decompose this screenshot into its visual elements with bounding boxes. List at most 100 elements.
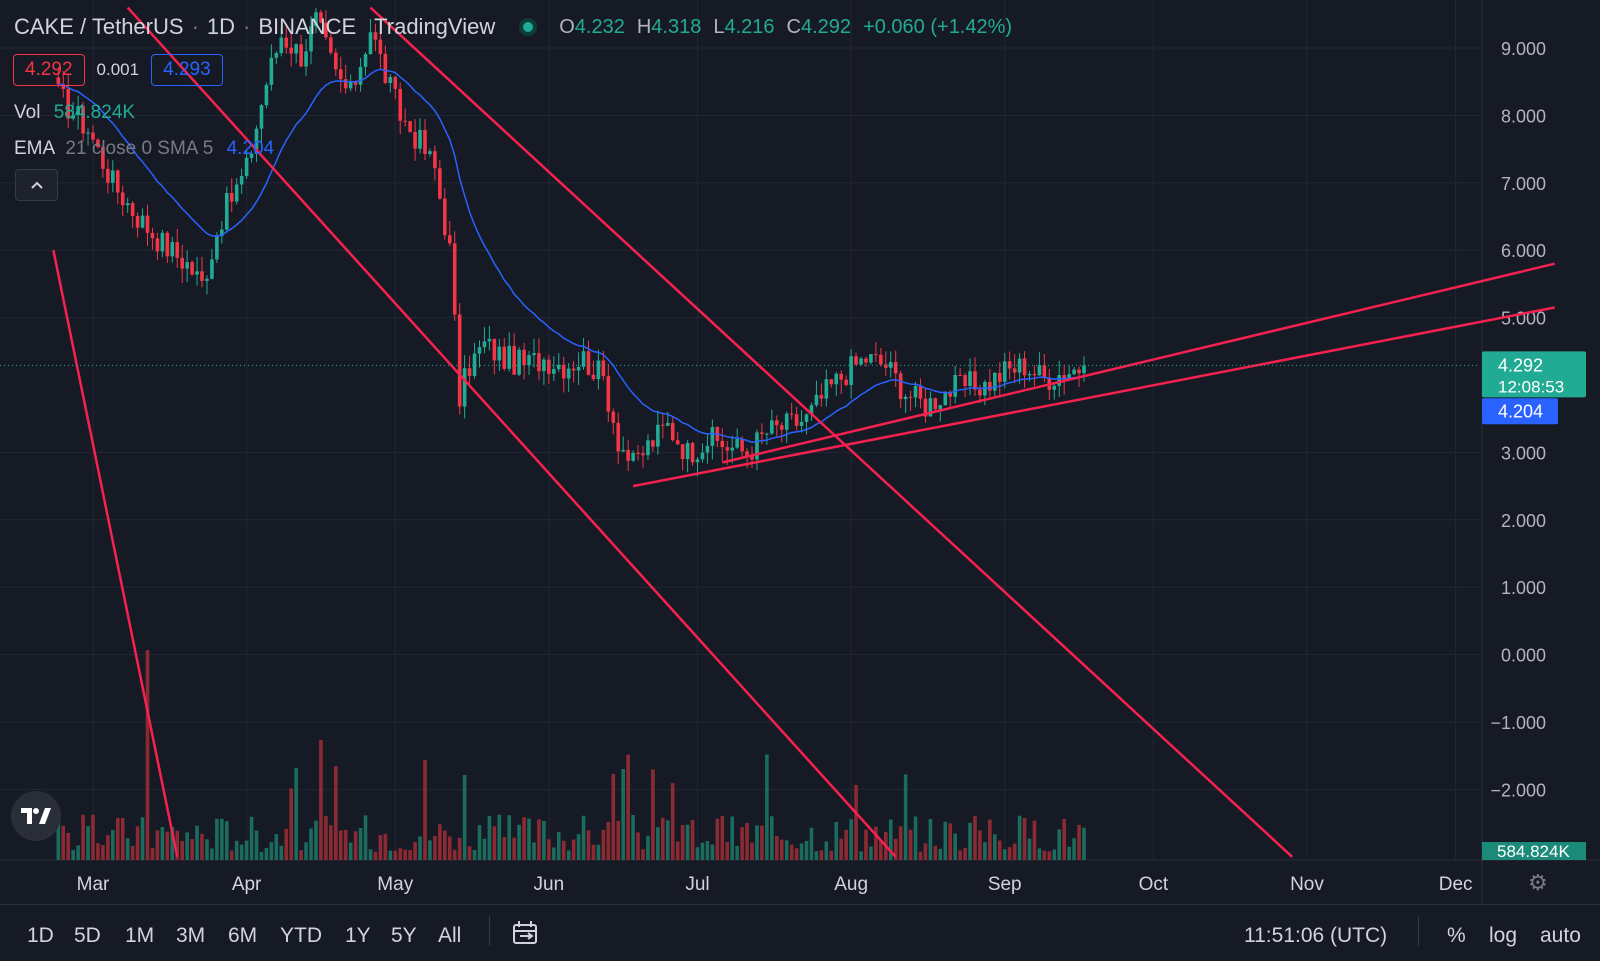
countdown-label: 12:08:53 xyxy=(1498,377,1564,396)
candle-body xyxy=(571,368,576,371)
volume-bar xyxy=(1062,818,1066,860)
candle-body xyxy=(363,54,368,67)
candle-body xyxy=(329,37,333,53)
candle-body xyxy=(185,262,189,269)
volume-bar xyxy=(269,842,274,860)
volume-bar xyxy=(140,817,145,860)
volume-bar xyxy=(690,819,695,860)
volume-bar xyxy=(338,830,343,860)
candle-body xyxy=(988,381,992,391)
tradingview-logo[interactable] xyxy=(11,791,61,841)
last-price-badge-bg xyxy=(1482,351,1586,398)
candle-body xyxy=(1017,358,1022,373)
y-tick-label: −2.000 xyxy=(1490,780,1546,800)
volume-bar xyxy=(651,769,655,860)
candle-body xyxy=(809,405,814,415)
close-key: C xyxy=(786,15,801,38)
volume-bar xyxy=(923,843,928,860)
volume-bar xyxy=(1067,846,1071,860)
volume-bar xyxy=(784,840,789,860)
candle-body xyxy=(527,355,531,366)
volume-bar xyxy=(675,841,680,860)
candle-body xyxy=(646,440,650,456)
x-tick-label: Jul xyxy=(685,874,709,895)
candle-body xyxy=(938,405,943,410)
volume-bar xyxy=(532,842,536,860)
x-tick-label: Apr xyxy=(232,874,262,895)
interval-label[interactable]: 1D xyxy=(206,14,236,39)
volume-bar xyxy=(324,816,328,860)
candle-body xyxy=(755,432,759,460)
candle-body xyxy=(210,259,214,279)
buy-button[interactable]: 4.293 xyxy=(151,54,223,86)
range-5d[interactable]: 5D xyxy=(74,924,101,947)
candle-body xyxy=(943,392,948,406)
trendline[interactable] xyxy=(52,249,179,858)
ema-legend[interactable]: EMA 21 close 0 SMA 5 4.204 xyxy=(14,138,274,160)
volume-bar xyxy=(755,825,759,860)
range-all[interactable]: All xyxy=(438,924,462,947)
range-1m[interactable]: 1M xyxy=(125,924,155,947)
symbol-title[interactable]: CAKE / TetherUS xyxy=(14,14,184,39)
volume-bar xyxy=(487,815,492,860)
clock-timezone[interactable]: 11:51:06 (UTC) xyxy=(1244,924,1388,947)
candle-body xyxy=(522,349,526,366)
volume-legend[interactable]: Vol 584.824K xyxy=(14,102,135,124)
range-1d[interactable]: 1D xyxy=(27,924,54,947)
candle-body xyxy=(1037,365,1042,376)
log-toggle[interactable]: log xyxy=(1489,924,1518,947)
candle-body xyxy=(438,168,442,199)
ema-params: 21 close 0 SMA 5 xyxy=(65,138,214,159)
range-ytd[interactable]: YTD xyxy=(280,924,322,947)
trendline[interactable] xyxy=(126,6,897,858)
volume-bar xyxy=(418,836,422,860)
volume-bar xyxy=(86,826,90,860)
candle-body xyxy=(343,79,348,89)
candle-body xyxy=(304,51,308,67)
volume-bar xyxy=(229,850,234,860)
candle-body xyxy=(948,392,953,397)
volume-bar xyxy=(928,818,933,860)
volume-bar xyxy=(106,835,110,860)
collapse-legend-button[interactable] xyxy=(15,169,58,201)
date-range-icon[interactable] xyxy=(512,920,540,946)
volume-bar xyxy=(368,849,373,860)
auto-toggle[interactable]: auto xyxy=(1540,924,1581,947)
x-tick-label: Mar xyxy=(77,874,110,895)
volume-bar xyxy=(725,841,730,860)
volume-bar xyxy=(700,842,705,860)
range-6m[interactable]: 6M xyxy=(228,924,258,947)
candle-body xyxy=(86,132,90,134)
volume-bar xyxy=(621,768,625,860)
range-1y[interactable]: 1Y xyxy=(345,924,371,947)
percent-toggle[interactable]: % xyxy=(1447,924,1466,947)
candle-body xyxy=(745,451,749,457)
volume-bar xyxy=(215,818,219,860)
volume-bar xyxy=(1002,849,1007,860)
price-axis[interactable] xyxy=(1483,0,1600,860)
candle-series xyxy=(56,7,1086,477)
range-5y[interactable]: 5Y xyxy=(391,924,417,947)
candle-body xyxy=(661,424,665,426)
candle-body xyxy=(760,432,764,435)
candle-body xyxy=(700,452,705,460)
settings-gear-icon[interactable]: ⚙ xyxy=(1528,870,1548,895)
volume-bar xyxy=(66,832,71,860)
volume-bar xyxy=(403,849,407,860)
volume-bar xyxy=(834,821,839,860)
volume-bar xyxy=(393,850,398,860)
volume-bar xyxy=(983,842,987,860)
market-status-icon[interactable] xyxy=(519,18,538,36)
range-3m[interactable]: 3M xyxy=(176,924,206,947)
candle-body xyxy=(452,243,457,315)
candle-body xyxy=(953,375,957,397)
candle-body xyxy=(507,345,512,369)
sell-button[interactable]: 4.292 xyxy=(13,54,85,86)
volume-bar xyxy=(656,827,660,860)
trendline[interactable] xyxy=(632,306,1555,488)
trendline[interactable] xyxy=(721,262,1556,464)
volume-label: Vol xyxy=(14,102,41,123)
trendline[interactable] xyxy=(369,6,1293,858)
volume-bar xyxy=(973,815,977,860)
